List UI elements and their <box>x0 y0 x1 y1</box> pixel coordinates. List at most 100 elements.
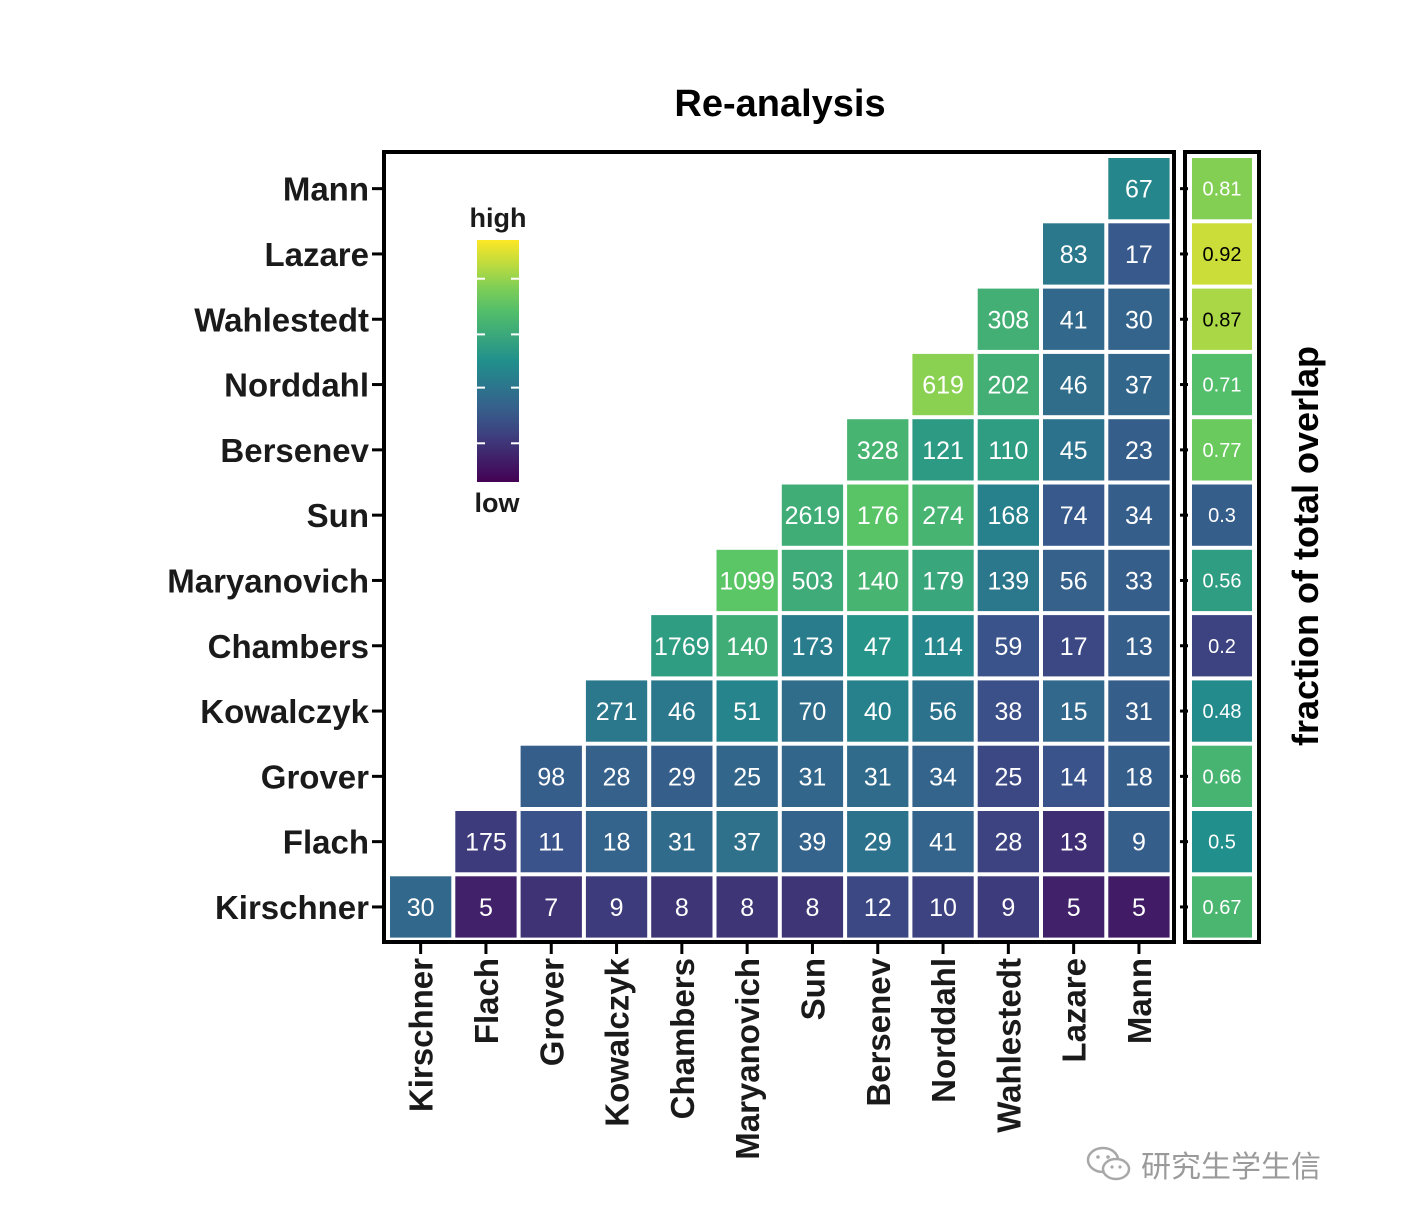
fraction-cell <box>1192 680 1252 742</box>
cell-label: 11 <box>538 829 564 857</box>
heatmap-cell <box>912 484 974 546</box>
heatmap-cell <box>585 680 648 742</box>
heatmap-cell <box>520 811 582 873</box>
cell-label: 13 <box>1125 633 1153 661</box>
cell-label: 140 <box>857 567 899 595</box>
heatmap-cell <box>455 811 517 873</box>
heatmap-cell <box>847 615 909 677</box>
fraction-cell <box>1192 876 1252 938</box>
heatmap-cell <box>912 615 974 677</box>
cell-label: 2619 <box>785 502 841 530</box>
x-tick-label: Flach <box>468 958 505 1044</box>
heatmap-cell <box>1108 484 1170 546</box>
heatmap-cell <box>585 745 648 807</box>
heatmap-cell <box>847 811 909 873</box>
heatmap-cell <box>912 353 974 416</box>
cell-label: 31 <box>668 829 696 857</box>
cell-label: 9 <box>1132 829 1146 857</box>
heatmap-cell <box>781 680 844 742</box>
y-tick-label: Wahlestedt <box>194 301 369 338</box>
cell-label: 29 <box>668 763 696 791</box>
cell-label: 14 <box>1060 763 1088 791</box>
heatmap-cell <box>1108 158 1170 220</box>
main-panel-border <box>382 150 1176 944</box>
fraction-label: 0.5 <box>1208 832 1236 854</box>
y-tick-label: Sun <box>307 497 369 534</box>
heatmap-cell <box>977 288 1039 350</box>
y-tick-label: Kirschner <box>215 889 369 926</box>
heatmap-cell <box>977 549 1039 612</box>
heatmap-cell <box>1043 419 1105 481</box>
heatmap-cell <box>847 484 909 546</box>
heatmap-cell <box>1043 288 1105 350</box>
heatmap-cell <box>781 549 844 612</box>
fraction-cell <box>1192 745 1252 807</box>
x-tick-label: Mann <box>1121 958 1158 1044</box>
heatmap-cell <box>1108 745 1170 807</box>
cell-label: 8 <box>740 894 754 922</box>
cell-label: 33 <box>1125 567 1153 595</box>
cell-label: 5 <box>479 894 493 922</box>
cell-label: 168 <box>987 502 1029 530</box>
heatmap-cell <box>1108 419 1170 481</box>
fraction-label: 0.71 <box>1203 375 1242 397</box>
fraction-label: 0.81 <box>1203 179 1242 201</box>
cell-label: 59 <box>994 633 1022 661</box>
heatmap-cell <box>455 876 517 938</box>
cell-label: 46 <box>668 698 696 726</box>
heatmap-cell <box>1043 615 1105 677</box>
side-panel-cells: 0.81 0.92 0.87 0.71 0.77 0.3 0.56 0.2 0.48 0.66 0.… <box>1180 158 1252 938</box>
cell-label: 5 <box>1067 894 1081 922</box>
heatmap-cell <box>1043 223 1105 285</box>
heatmap-cell <box>651 745 713 807</box>
heatmap-cell <box>520 745 582 807</box>
x-tick-label: Bersenev <box>860 957 897 1106</box>
legend-high-label: high <box>470 203 527 233</box>
heatmap-cell <box>716 745 778 807</box>
fraction-cell <box>1192 419 1252 481</box>
cell-label: 140 <box>726 633 768 661</box>
cell-label: 39 <box>799 829 827 857</box>
heatmap-cell <box>912 680 974 742</box>
heatmap-cell <box>1043 745 1105 807</box>
heatmap-cell <box>1043 549 1105 612</box>
cell-label: 31 <box>864 763 892 791</box>
cell-label: 34 <box>929 763 957 791</box>
heatmap-cell <box>1108 876 1170 938</box>
cell-label: 274 <box>922 502 964 530</box>
y-tick-label: Norddahl <box>224 367 369 404</box>
fraction-cell <box>1192 288 1252 350</box>
cell-label: 70 <box>799 698 827 726</box>
cell-label: 17 <box>1125 241 1153 269</box>
cell-label: 28 <box>603 763 631 791</box>
fraction-cell <box>1192 811 1252 873</box>
heatmap-cell <box>977 876 1039 938</box>
heatmap-cell <box>847 876 909 938</box>
x-tick-label: Sun <box>794 958 831 1020</box>
x-tick-label: Kirschner <box>403 958 440 1112</box>
cell-label: 114 <box>923 633 963 661</box>
fraction-label: 0.77 <box>1203 440 1242 462</box>
cell-label: 37 <box>1125 372 1153 400</box>
cell-label: 41 <box>1060 306 1088 334</box>
heatmap-cell <box>977 615 1039 677</box>
heatmap-cell <box>1043 680 1105 742</box>
heatmap-cell <box>977 745 1039 807</box>
fraction-cell <box>1192 615 1252 677</box>
y-tick-label: Bersenev <box>220 432 369 469</box>
fraction-label: 0.56 <box>1203 570 1242 592</box>
cell-label: 23 <box>1125 437 1153 465</box>
heatmap-cell <box>1043 811 1105 873</box>
cell-label: 1769 <box>654 633 710 661</box>
cell-label: 17 <box>1060 633 1088 661</box>
heatmap-cell <box>585 876 648 938</box>
cell-label: 176 <box>857 502 899 530</box>
heatmap-cell <box>912 549 974 612</box>
x-tick-label: Grover <box>533 958 570 1066</box>
cell-label: 202 <box>987 372 1029 400</box>
heatmap-cell <box>977 484 1039 546</box>
cell-label: 175 <box>465 829 507 857</box>
heatmap-cell <box>585 811 648 873</box>
cell-label: 98 <box>537 763 565 791</box>
y-tick-label: Maryanovich <box>167 562 369 599</box>
